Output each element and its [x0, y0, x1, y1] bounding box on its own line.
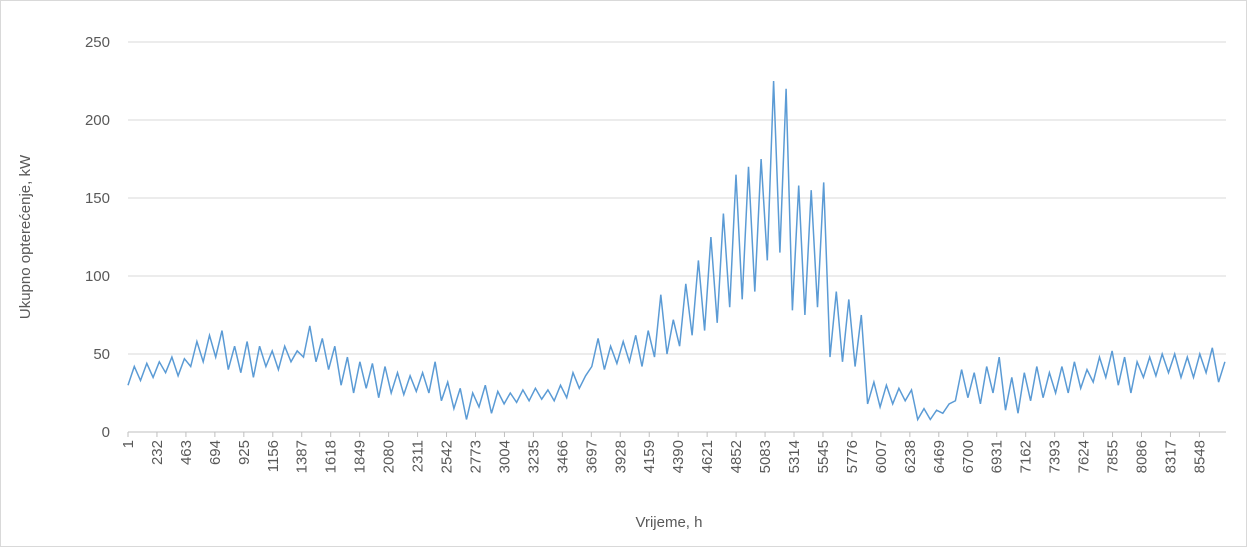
x-tick-label: 3235: [525, 440, 542, 473]
x-tick-label: 6700: [960, 440, 977, 473]
y-tick-label: 50: [93, 346, 110, 363]
x-axis-title: Vrijeme, h: [636, 514, 703, 531]
x-tick-label: 5545: [815, 440, 832, 473]
x-tick-label: 7855: [1105, 440, 1122, 473]
x-tick-label: 2311: [410, 440, 427, 472]
y-tick-label: 250: [85, 34, 110, 51]
x-tick-label: 8317: [1162, 440, 1179, 473]
x-tick-label: 4621: [699, 440, 716, 473]
x-tick-label: 925: [236, 440, 253, 465]
x-tick-label: 1849: [352, 440, 369, 473]
y-tick-label: 150: [85, 190, 110, 207]
x-tick-label: 3697: [583, 440, 600, 473]
x-tick-label: 463: [178, 440, 195, 465]
x-tick-label: 8548: [1191, 440, 1208, 473]
y-tick-label: 200: [85, 112, 110, 129]
x-tick-label: 7393: [1047, 440, 1064, 473]
x-tick-label: 5083: [757, 440, 774, 473]
x-tick-label: 7162: [1018, 440, 1035, 473]
y-tick-label: 0: [102, 424, 110, 441]
x-tick-label: 1387: [294, 440, 311, 473]
y-tick-label: 100: [85, 268, 110, 285]
x-tick-label: 4390: [670, 440, 687, 473]
x-tick-label: 2773: [467, 440, 484, 473]
x-tick-label: 8086: [1134, 440, 1151, 473]
x-tick-label: 694: [207, 440, 224, 465]
x-tick-label: 1618: [323, 440, 340, 473]
x-tick-label: 6238: [902, 440, 919, 473]
x-tick-label: 4852: [728, 440, 745, 473]
x-tick-label: 1156: [265, 440, 282, 472]
x-tick-label: 6469: [931, 440, 948, 473]
x-tick-label: 3928: [612, 440, 629, 473]
x-tick-label: 4159: [641, 440, 658, 473]
x-tick-label: 3004: [496, 440, 513, 473]
x-tick-label: 7624: [1076, 440, 1093, 473]
x-tick-label: 1: [120, 440, 137, 448]
x-tick-label: 5776: [844, 440, 861, 473]
y-axis-title: Ukupno opterećenje, kW: [17, 154, 34, 319]
x-tick-label: 5314: [786, 440, 803, 473]
x-tick-label: 2542: [439, 440, 456, 473]
x-tick-label: 232: [149, 440, 166, 465]
data-line: [127, 80, 1226, 422]
x-tick-label: 3466: [554, 440, 571, 473]
x-tick-label: 6007: [873, 440, 890, 473]
x-tick-label: 2080: [381, 440, 398, 473]
x-tick-label: 6931: [989, 440, 1006, 473]
